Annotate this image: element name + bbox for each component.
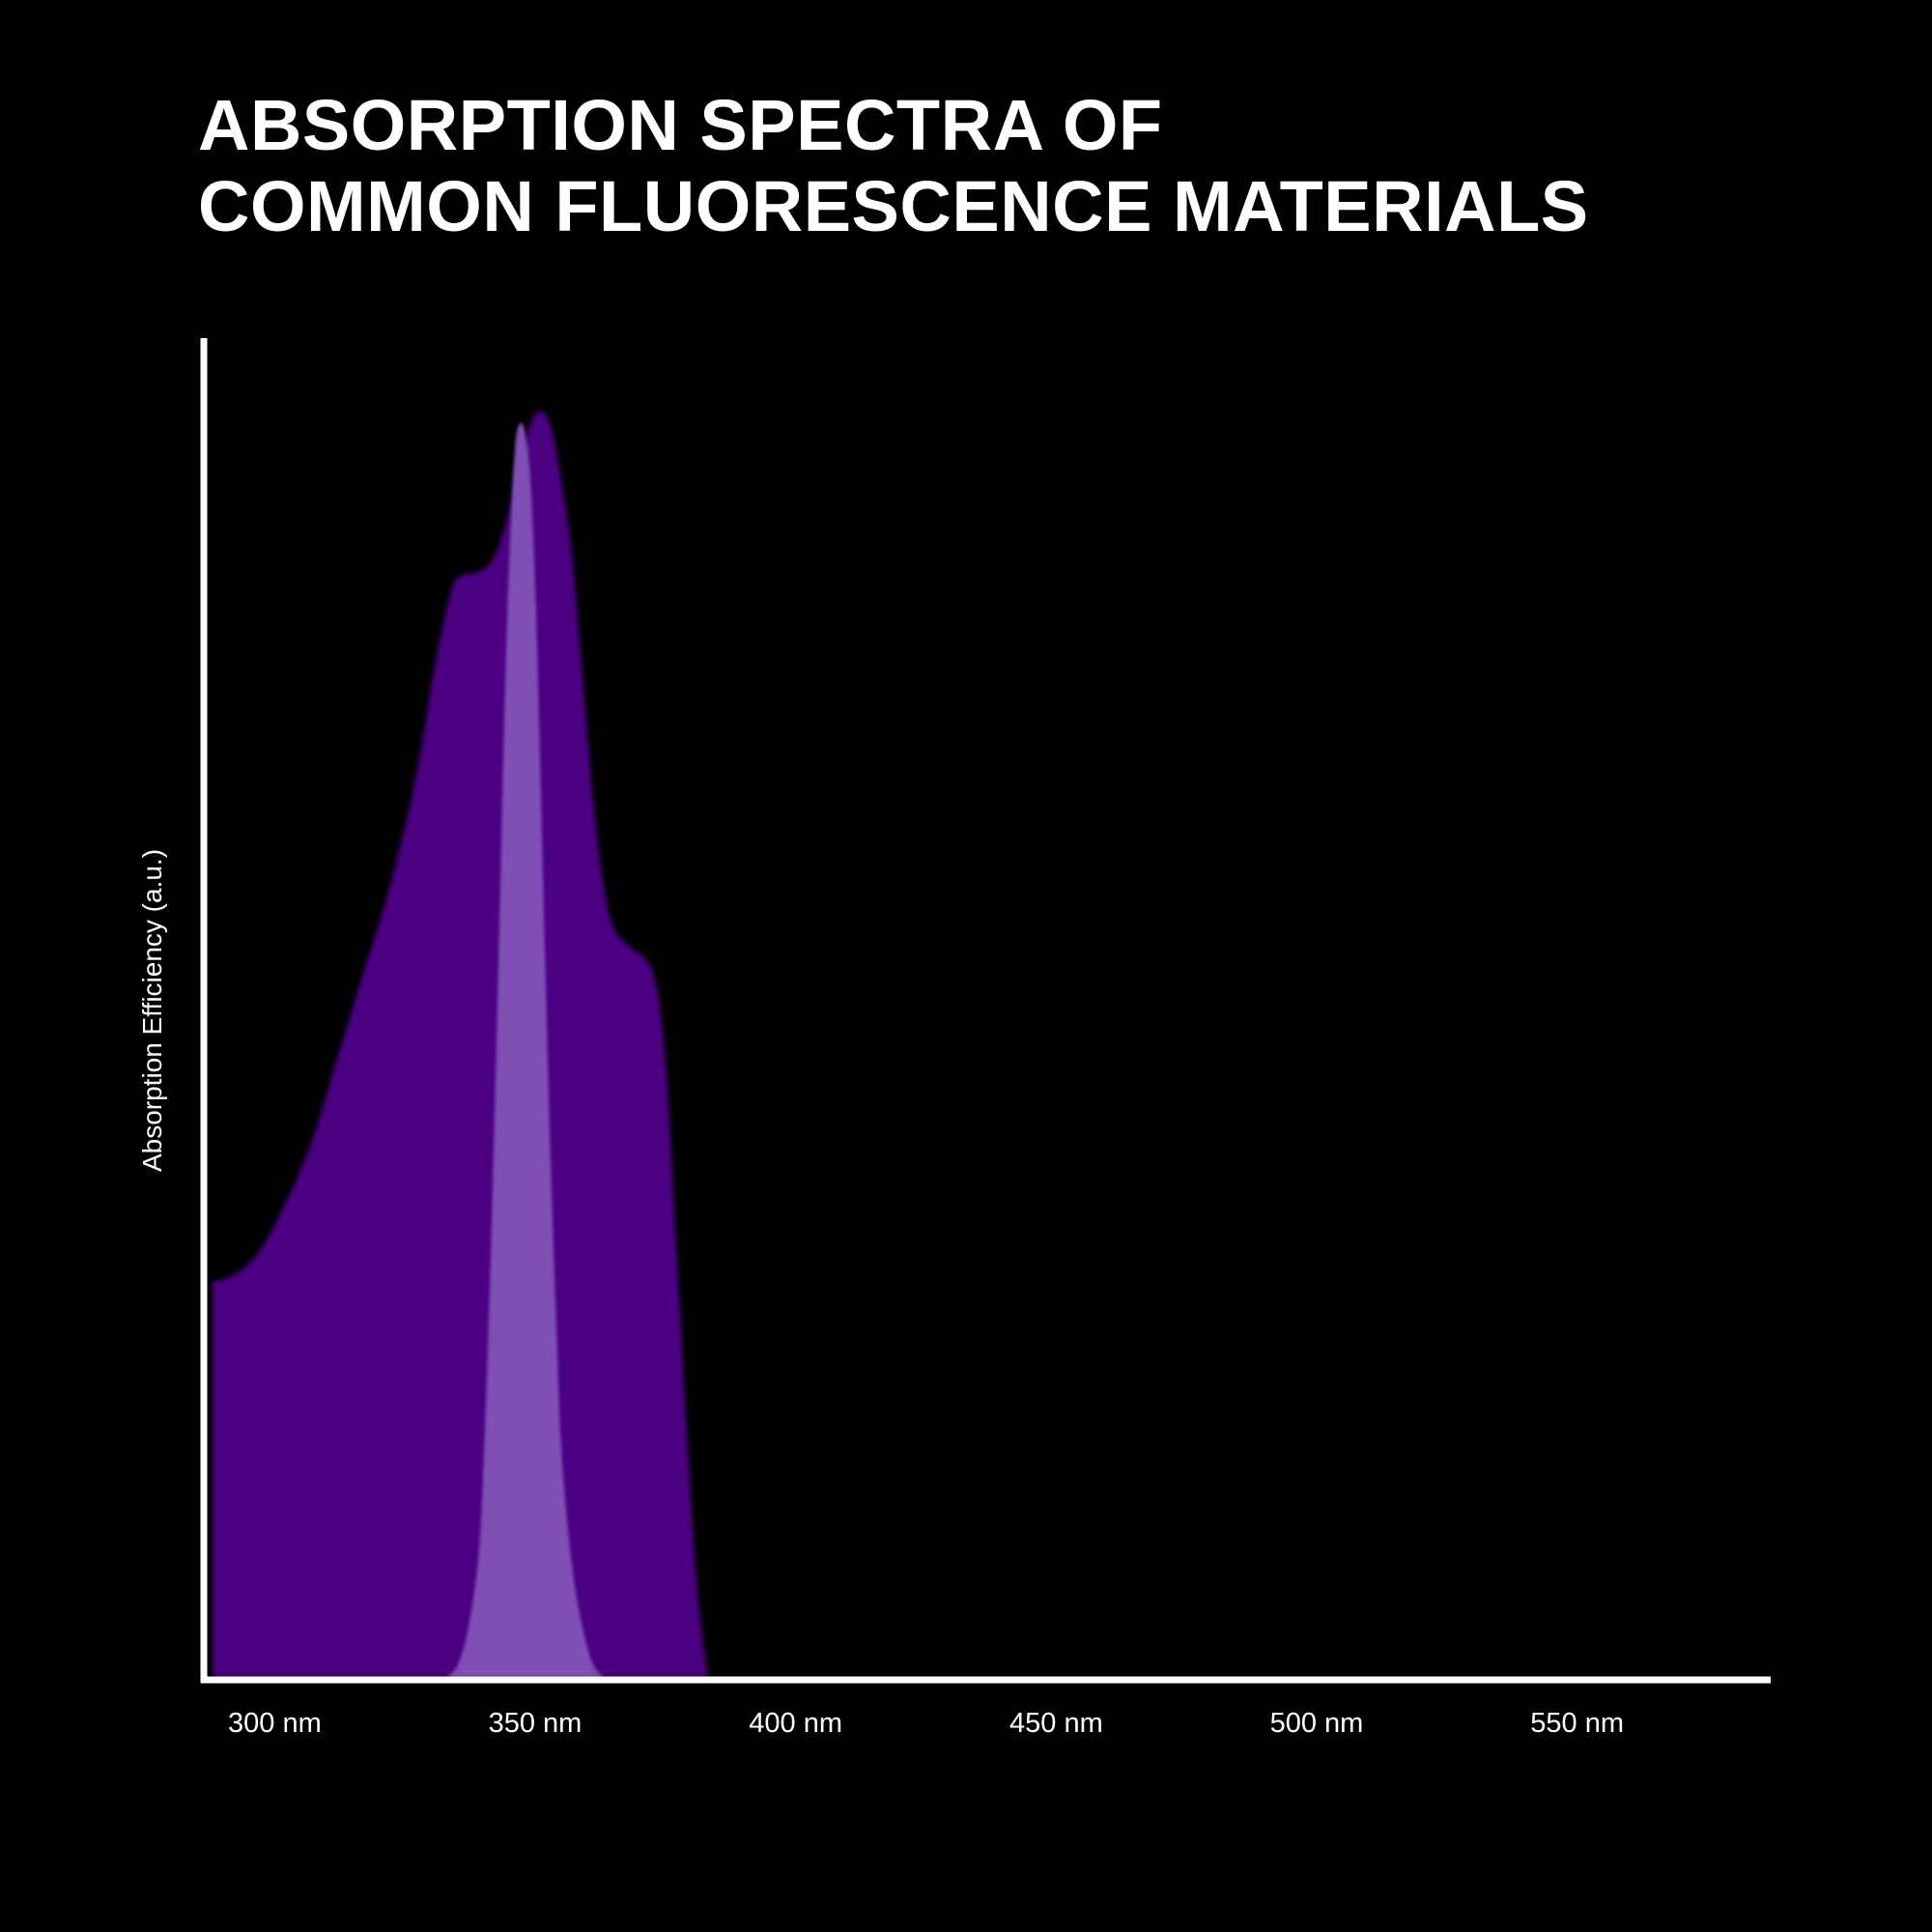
series-layer xyxy=(213,411,708,1677)
x-tick-label-550: 550 nm xyxy=(1530,1708,1624,1739)
x-tick-labels: 300 nm 350 nm 400 nm 450 nm 500 nm 550 nm xyxy=(228,1708,1624,1739)
chart-title-line-1: ABSORPTION SPECTRA OF xyxy=(198,85,1163,165)
y-axis-label: Absorption Efficiency (a.u.) xyxy=(137,849,167,1172)
x-tick-label-450: 450 nm xyxy=(1009,1708,1103,1739)
series-area-2 xyxy=(447,422,604,1677)
chart-title-line-2: COMMON FLUORESCENCE MATERIALS xyxy=(198,166,1589,246)
series-area-1 xyxy=(213,411,708,1677)
x-tick-label-350: 350 nm xyxy=(489,1708,582,1739)
x-tick-label-300: 300 nm xyxy=(228,1708,322,1739)
chart-title: ABSORPTION SPECTRA OF COMMON FLUORESCENC… xyxy=(198,85,1589,247)
x-tick-label-400: 400 nm xyxy=(749,1708,842,1739)
x-tick-label-500: 500 nm xyxy=(1270,1708,1364,1739)
